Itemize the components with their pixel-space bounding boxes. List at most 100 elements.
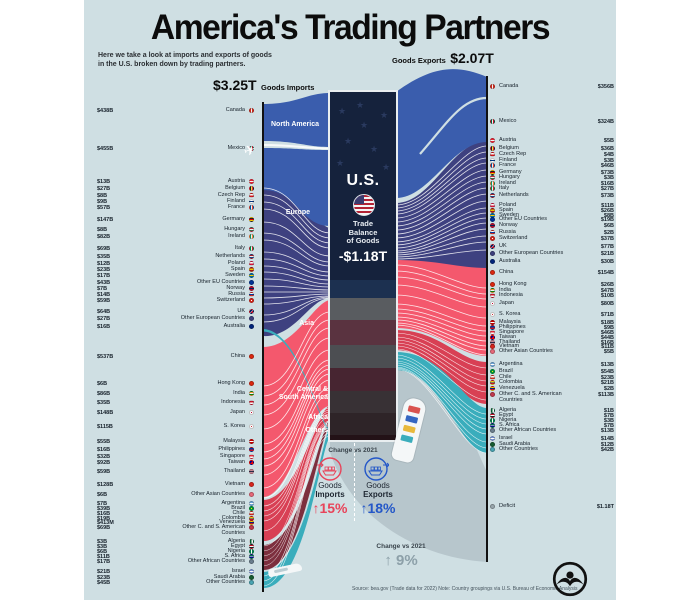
import-value-vietnam: $128B bbox=[97, 482, 114, 488]
export-country-mexico: Mexico bbox=[499, 118, 517, 124]
import-row-other-asian-countries: $6B Other Asian Countries bbox=[97, 491, 257, 500]
israel-flag-icon bbox=[490, 436, 495, 441]
export-value-norway: $6B bbox=[603, 223, 614, 229]
balance-segment-4 bbox=[330, 345, 396, 368]
export-country-canada: Canada bbox=[499, 83, 519, 89]
exports-ship-icon bbox=[364, 457, 389, 481]
imports-change-label: Goods Imports bbox=[304, 481, 356, 499]
export-row-finland: $3B Finland bbox=[490, 157, 614, 166]
export-country-other-countries: Other Countries bbox=[499, 446, 538, 452]
import-row-brazil: $39B Brazil bbox=[97, 505, 257, 514]
exports-change-word1: Goods bbox=[366, 481, 390, 490]
spain-flag-icon bbox=[249, 267, 254, 272]
import-country-egypt: Egypt bbox=[230, 543, 245, 549]
export-value-singapore: $46B bbox=[600, 330, 614, 336]
philippines-flag-icon bbox=[249, 447, 254, 452]
japan-flag-icon bbox=[249, 410, 254, 415]
other-countries-flag-icon bbox=[249, 580, 254, 585]
s-korea-flag-icon bbox=[249, 424, 254, 429]
export-row-singapore: $46B Singapore bbox=[490, 329, 614, 338]
import-row-chile: $16B Chile bbox=[97, 510, 257, 519]
indonesia-flag-icon bbox=[249, 400, 254, 405]
thailand-flag-icon bbox=[249, 469, 254, 474]
imports-change-stat: Goods Imports ↑15% bbox=[304, 481, 356, 516]
import-value-malaysia: $55B bbox=[97, 439, 111, 445]
import-value-other-european-countries: $27B bbox=[97, 316, 111, 322]
us-flag-canton bbox=[354, 195, 364, 204]
import-country-ireland: Ireland bbox=[228, 233, 245, 239]
singapore-flag-icon bbox=[490, 330, 495, 335]
export-value-algeria: $1B bbox=[603, 408, 614, 414]
balance-segment-1 bbox=[330, 280, 396, 298]
imports-change-value: ↑15% bbox=[312, 500, 348, 516]
india-flag-icon bbox=[490, 288, 495, 293]
export-value-japan: $80B bbox=[600, 301, 614, 307]
vietnam-flag-icon bbox=[249, 482, 254, 487]
czech-rep-flag-icon bbox=[490, 152, 495, 157]
import-value-sweden: $17B bbox=[97, 273, 111, 279]
import-country-indonesia: Indonesia bbox=[221, 399, 245, 405]
import-country-russia: Russia bbox=[228, 291, 245, 297]
export-row-china: $154B China bbox=[490, 269, 614, 278]
export-country-poland: Poland bbox=[499, 202, 517, 208]
container-blue bbox=[405, 414, 419, 424]
export-row-norway: $6B Norway bbox=[490, 222, 614, 231]
export-country-netherlands: Netherlands bbox=[499, 192, 529, 198]
export-country-colombia: Colombia bbox=[499, 379, 523, 385]
export-row-venezuela: $2B Venezuela bbox=[490, 385, 614, 394]
export-value-france: $46B bbox=[600, 163, 614, 169]
export-row-taiwan: $44B Taiwan bbox=[490, 334, 614, 343]
egypt-flag-icon bbox=[249, 544, 254, 549]
export-row-italy: $27B Italy bbox=[490, 185, 614, 194]
export-country-algeria: Algeria bbox=[499, 407, 517, 413]
import-country-philippines: Philippines bbox=[218, 446, 245, 452]
argentina-flag-icon bbox=[490, 362, 495, 367]
exports-total-header: Goods Exports $2.07T bbox=[392, 50, 494, 68]
australia-flag-icon bbox=[490, 259, 495, 264]
balance-segment-8 bbox=[330, 435, 396, 440]
import-country-italy: Italy bbox=[234, 245, 245, 251]
mexico-flag-icon bbox=[249, 146, 254, 151]
export-value-india: $47B bbox=[600, 288, 614, 294]
import-country-hungary: Hungary bbox=[224, 226, 245, 232]
import-value-hong-kong: $6B bbox=[97, 381, 108, 387]
export-row-malaysia: $18B Malaysia bbox=[490, 319, 614, 328]
import-value-philippines: $16B bbox=[97, 447, 111, 453]
import-row-indonesia: $35B Indonesia bbox=[97, 399, 257, 408]
export-country-malaysia: Malaysia bbox=[499, 319, 521, 325]
export-country-other-african-countries: Other African Countries bbox=[499, 427, 557, 433]
import-country-china: China bbox=[230, 353, 245, 359]
export-country-spain: Spain bbox=[499, 207, 514, 213]
us-label: U.S. bbox=[346, 172, 380, 189]
export-value-brazil: $54B bbox=[600, 369, 614, 375]
switzerland-flag-icon bbox=[249, 298, 254, 303]
export-row-austria: $5B Austria bbox=[490, 137, 614, 146]
nigeria-flag-icon bbox=[249, 549, 254, 554]
hong-kong-flag-icon bbox=[490, 282, 495, 287]
belgium-flag-icon bbox=[249, 186, 254, 191]
s-korea-flag-icon bbox=[490, 312, 495, 317]
canada-flag-icon bbox=[249, 108, 254, 113]
imports-axis-line bbox=[262, 102, 264, 592]
import-row-finland: $9B Finland bbox=[97, 198, 257, 207]
region-label-others: Others bbox=[305, 427, 328, 434]
export-country-norway: Norway bbox=[499, 222, 518, 228]
visual-capitalist-logo bbox=[552, 561, 588, 597]
import-value-thailand: $59B bbox=[97, 469, 111, 475]
import-value-poland: $12B bbox=[97, 261, 111, 267]
export-country-nigeria: Nigeria bbox=[499, 417, 517, 423]
balance-segment-6 bbox=[330, 391, 396, 413]
export-country-hong-kong: Hong Kong bbox=[499, 281, 527, 287]
import-row-spain: $23B Spain bbox=[97, 266, 257, 275]
export-value-other-asian-countries: $5B bbox=[603, 349, 614, 355]
import-value-nigeria: $6B bbox=[97, 549, 108, 555]
export-row-saudi-arabia: $12B Saudi Arabia bbox=[490, 441, 614, 450]
export-country-other-c-and-s-american-countries: Other C. and S. American Countries bbox=[499, 391, 562, 403]
germany-flag-icon bbox=[249, 217, 254, 222]
saudi-arabia-flag-icon bbox=[249, 575, 254, 580]
export-row-s-korea: $71B S. Korea bbox=[490, 311, 614, 320]
export-row-india: $47B India bbox=[490, 287, 614, 296]
export-country-france: France bbox=[499, 162, 517, 168]
export-value-australia: $30B bbox=[600, 259, 614, 265]
region-label-africa: Africa bbox=[308, 414, 328, 421]
